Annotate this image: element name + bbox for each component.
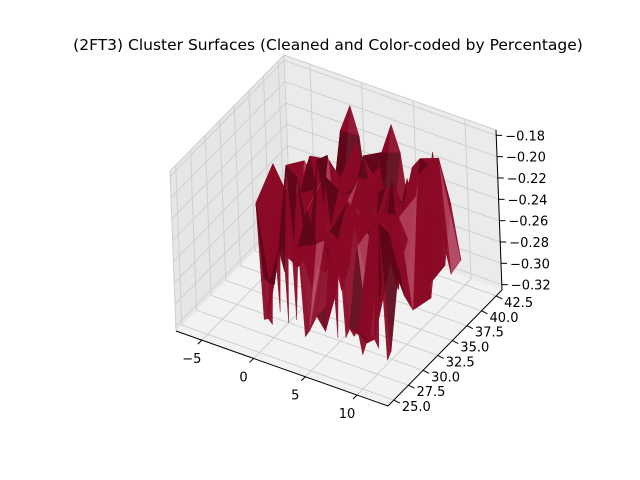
y-grid-line <box>233 105 453 342</box>
surface-face <box>412 174 432 311</box>
z-tick-label: −0.32 <box>511 279 551 294</box>
z-tick-label: −0.20 <box>506 151 546 166</box>
y-grid-line <box>190 150 409 386</box>
x-tick-label: −5 <box>182 352 201 367</box>
surface-face <box>309 240 325 332</box>
y-tick-mark <box>408 384 415 389</box>
y-tick-mark <box>393 399 401 404</box>
surface-face <box>255 203 270 284</box>
surface-face <box>366 332 375 344</box>
x-tick-label: 0 <box>239 370 247 385</box>
surface-face <box>377 222 399 272</box>
surface-face <box>374 222 379 349</box>
z-tick-label: −0.30 <box>510 257 550 272</box>
surface-face <box>347 200 368 234</box>
surface-face <box>278 165 286 272</box>
surface-face <box>338 239 350 338</box>
tick-labels: −5 0 5 10 25.027.530.032.535.037.540.042.5 −0… <box>182 129 550 422</box>
x-grid-line <box>356 118 472 396</box>
x-tick-mark <box>197 339 203 345</box>
y-grid-line <box>204 135 424 371</box>
surface-face <box>309 316 317 332</box>
y-grid-line <box>175 165 394 401</box>
surface-face <box>316 154 328 205</box>
surface-face <box>309 159 318 240</box>
y-axis-line <box>387 289 503 407</box>
surface-face <box>359 176 379 193</box>
surface-face <box>428 157 452 275</box>
y-tick-label: 32.5 <box>446 355 475 370</box>
z-tick-label: −0.22 <box>507 172 547 187</box>
x-tick-mark <box>352 394 358 400</box>
z-tick-label: −0.18 <box>505 129 545 144</box>
surface-face <box>381 123 401 154</box>
surface-face <box>403 158 421 208</box>
cluster-surface <box>255 104 462 361</box>
surface-face <box>438 158 462 261</box>
y-tick-mark <box>437 354 444 359</box>
y-tick-mark <box>481 310 488 315</box>
y-tick-label: 40.0 <box>490 311 519 326</box>
surface-face <box>362 152 382 179</box>
surface-face <box>269 248 279 285</box>
y-tick-label: 42.5 <box>504 296 533 311</box>
surface-face <box>418 163 439 223</box>
surface-face <box>316 315 326 332</box>
surface-face <box>328 159 349 191</box>
surface-face <box>285 164 298 242</box>
x-tick-mark <box>249 358 254 363</box>
surface-face <box>357 330 367 355</box>
left-pane <box>170 55 290 331</box>
y-tick-label: 35.0 <box>460 341 489 356</box>
x-tick-label: 10 <box>339 407 356 422</box>
surface-face <box>325 231 330 332</box>
x-tick-label: 5 <box>291 389 299 404</box>
surface-face <box>349 328 359 337</box>
y-tick-mark <box>452 340 459 345</box>
axes <box>175 129 508 407</box>
surface-face <box>398 194 417 311</box>
surface-face <box>297 246 310 338</box>
y-tick-label: 25.0 <box>402 400 431 415</box>
x-tick-mark <box>300 376 306 382</box>
y-tick-mark <box>422 369 430 374</box>
z-tick-label: −0.24 <box>508 193 548 208</box>
pane-edge <box>169 170 177 332</box>
y-tick-label: 27.5 <box>416 385 445 400</box>
x-axis-line <box>175 330 389 407</box>
surface-face <box>329 231 339 339</box>
surface-face <box>329 190 348 232</box>
surface-face <box>296 176 310 240</box>
surface-face <box>337 200 358 248</box>
y-tick-label: 30.0 <box>431 370 460 385</box>
y-tick-label: 37.5 <box>475 326 504 341</box>
grid-lines <box>169 54 503 401</box>
z-tick-label: −0.26 <box>508 215 548 230</box>
y-tick-mark <box>495 295 503 300</box>
y-grid-line <box>248 90 468 327</box>
y-tick-mark <box>466 325 474 330</box>
surface-face <box>377 222 392 361</box>
surface-face <box>340 104 360 137</box>
surface-face <box>388 217 409 240</box>
z-tick-label: −0.28 <box>509 236 549 251</box>
chart-title: (2FT3) Cluster Surfaces (Cleaned and Col… <box>73 36 583 54</box>
